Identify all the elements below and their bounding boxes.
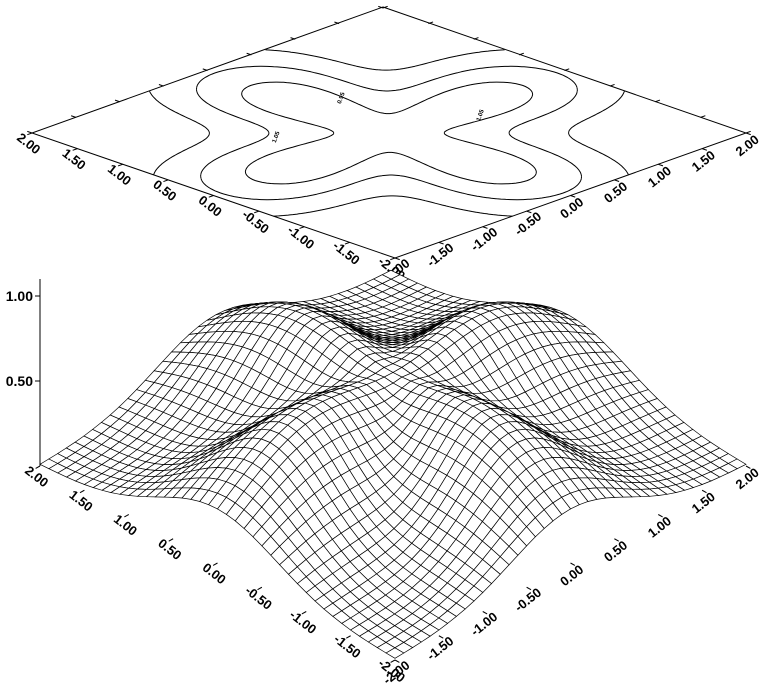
contour-panel: 1.051.050.95 -2.00-1.50-1.00-0.500.000.5…: [14, 6, 762, 285]
contour-lines: [150, 50, 629, 216]
surface-x-tick-label: -0.50: [512, 585, 545, 615]
contour-level-label: 1.05: [476, 108, 486, 122]
surface-x-tick-label: -1.00: [468, 609, 501, 639]
contour-y-tick-right: [701, 116, 706, 118]
surface-panel: 0.501.00-2.00-1.50-1.00-0.500.000.501.00…: [6, 270, 762, 687]
z-tick-label: 0.50: [6, 373, 33, 389]
contour-x-tick-top: [159, 84, 164, 86]
contour-y-tick-label: 1.00: [105, 161, 134, 188]
surface-y-tick-label: 0.50: [155, 536, 184, 563]
contour-level-label: 1.05: [272, 130, 282, 144]
contour-plane: [32, 7, 746, 258]
contour-x-tick-label: -1.00: [468, 224, 501, 254]
contour-line-0.2: [150, 50, 629, 216]
contour-y-tick-label: 2.00: [14, 130, 43, 157]
contour-y-tick-label: -1.50: [330, 238, 363, 268]
surface-y-tick-label: 1.50: [67, 487, 96, 514]
contour-y-tick-right: [610, 84, 615, 86]
contour-x-tick-label: -1.50: [424, 240, 457, 270]
contour-y-tick-label: 0.00: [196, 192, 225, 219]
surface-y-tick-label: -1.00: [287, 607, 320, 637]
contour-y-tick-label: -0.50: [239, 207, 272, 237]
surface-x-tick-label: -1.50: [424, 633, 457, 663]
surface-x-tick-label: 1.50: [689, 489, 718, 516]
contour-x-tick-top: [115, 100, 120, 102]
contour-x-tick-top: [203, 69, 208, 71]
contour-x-tick-top: [71, 116, 76, 118]
contour-line-0.5: [242, 82, 537, 184]
surface-y-tick-label: 1.00: [111, 511, 140, 538]
contour-ticks: -2.00-1.50-1.00-0.500.000.501.001.502.00…: [14, 6, 762, 285]
surface-y-tick-label: -0.50: [242, 583, 275, 613]
surface-x-tick-label: 0.00: [557, 562, 586, 589]
surface-x-tick-label: 1.00: [645, 513, 674, 540]
surface-mesh: [40, 270, 746, 658]
surface-x-tick-label: 0.50: [601, 538, 630, 565]
surface-y-tick-label: 0.00: [200, 560, 229, 587]
contour-frame: [32, 7, 746, 258]
contour-y-tick-label: 0.50: [150, 177, 179, 204]
contour-y-tick-label: -1.00: [285, 222, 318, 252]
contour-labels: 1.051.050.95: [272, 91, 486, 144]
contour-y-tick-right: [565, 69, 570, 71]
z-tick-label: 1.00: [6, 288, 33, 304]
contour-y-tick-right: [655, 100, 660, 102]
contour-x-tick-label: -0.50: [512, 209, 545, 239]
contour-y-tick-label: 1.50: [60, 145, 89, 172]
